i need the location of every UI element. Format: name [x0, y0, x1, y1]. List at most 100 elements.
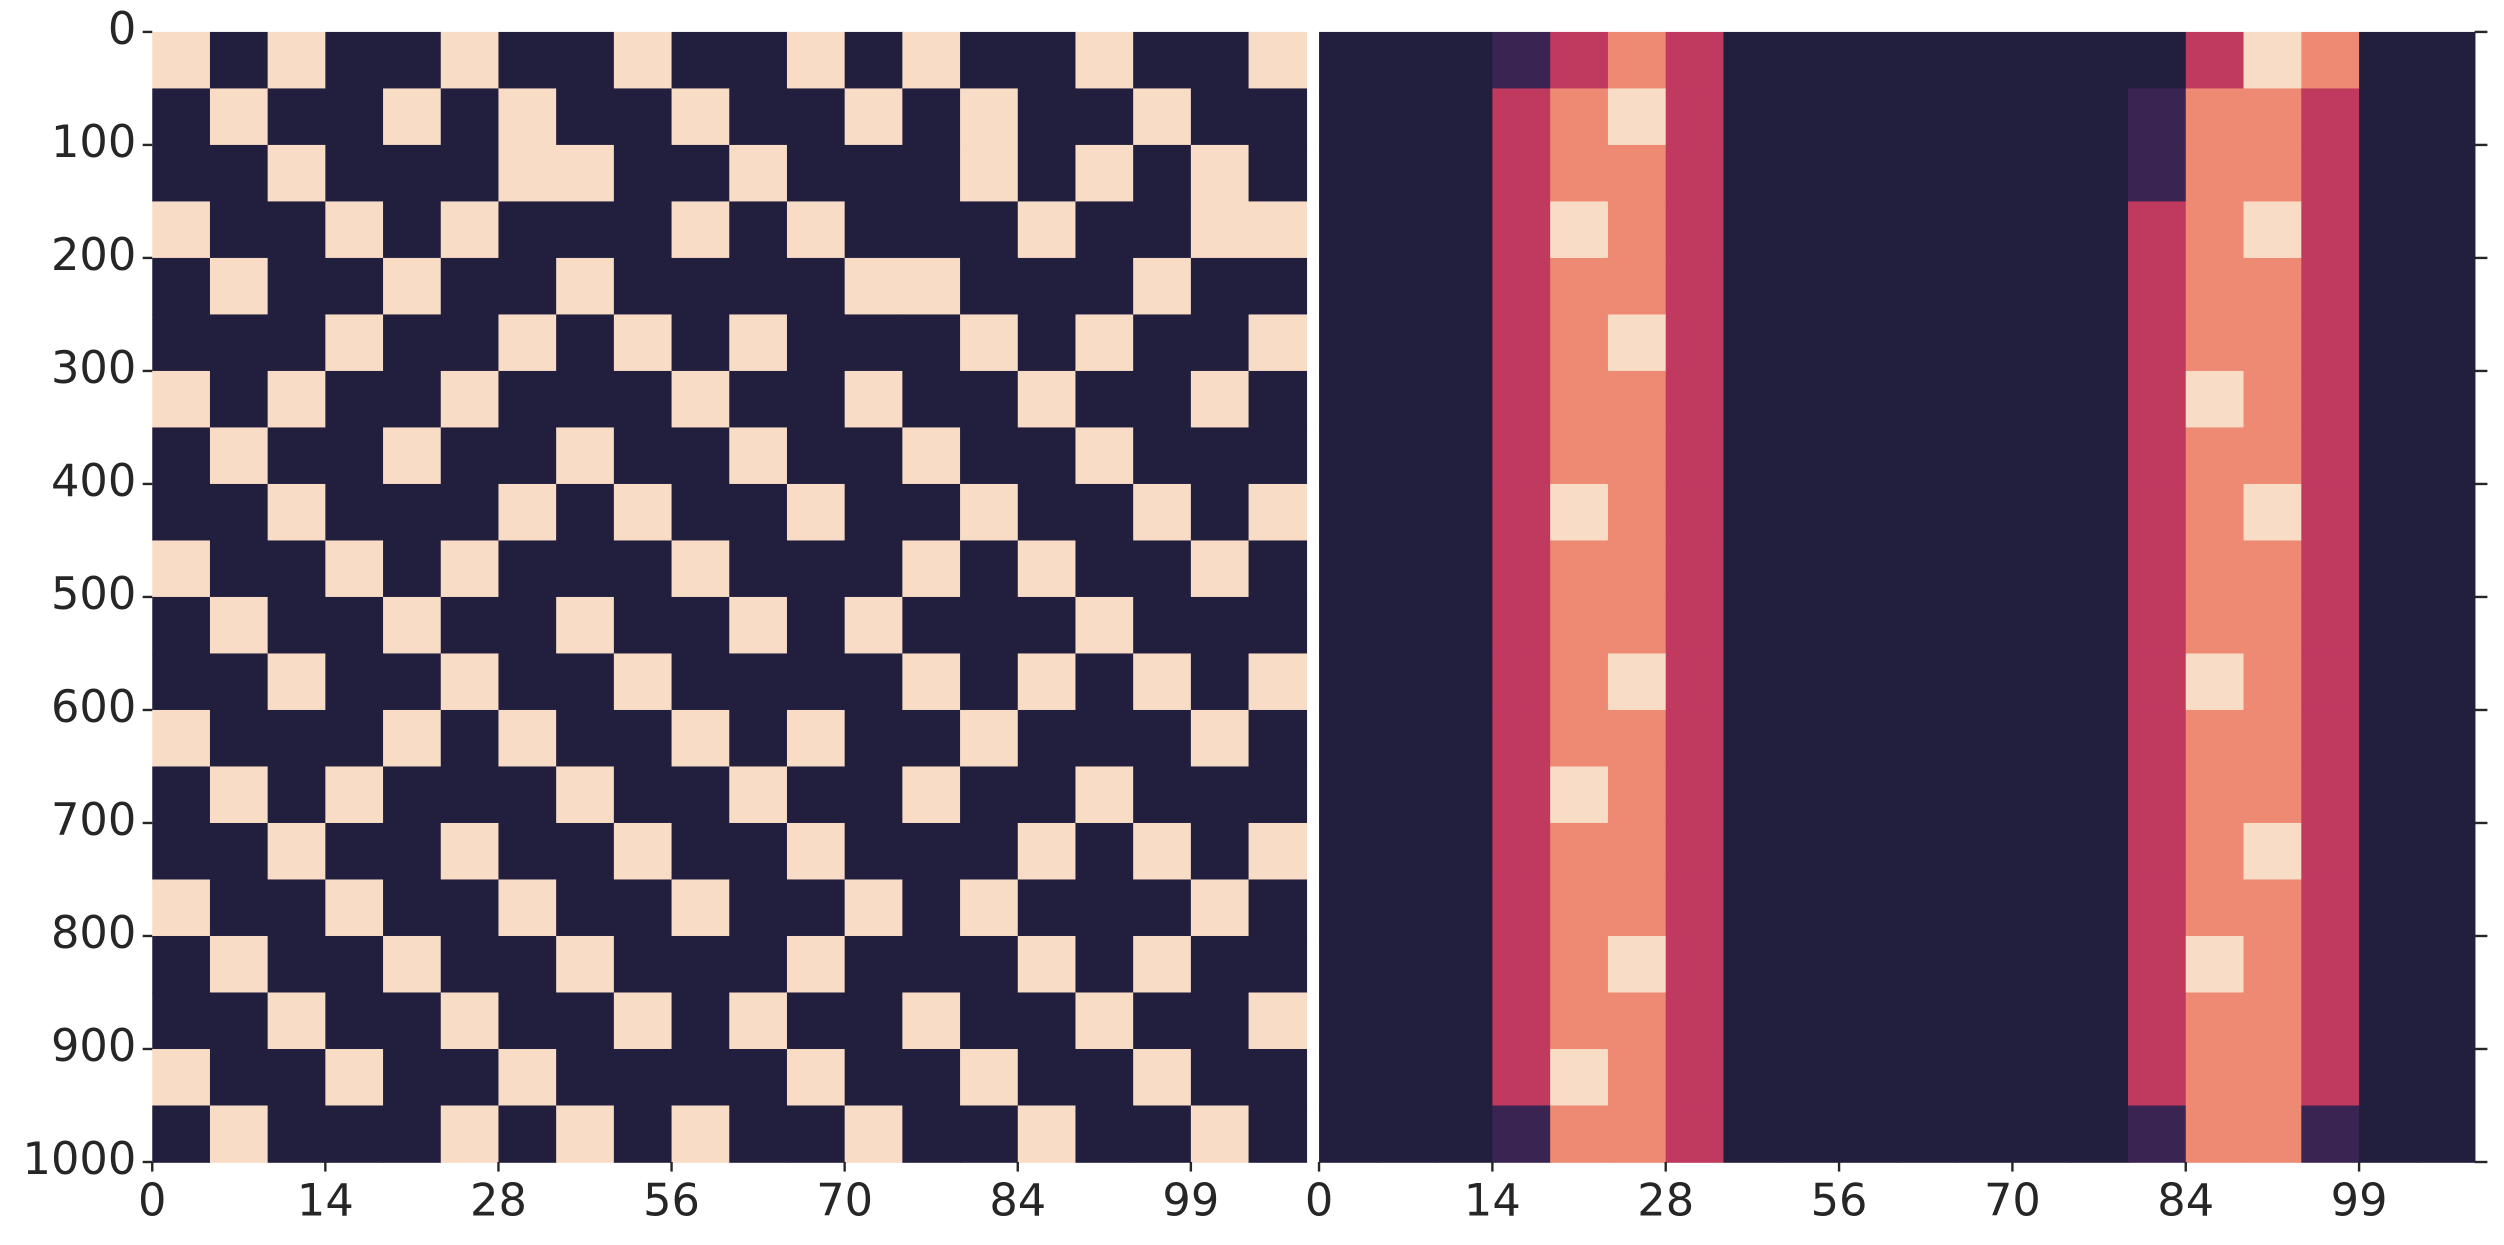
- heatmap-cell: [152, 879, 211, 937]
- heatmap-cell: [1017, 314, 1077, 372]
- heatmap-cell: [440, 257, 500, 316]
- heatmap-cell: [267, 596, 327, 655]
- heatmap-cell: [1248, 935, 1308, 994]
- heatmap-cell: [1017, 257, 1077, 316]
- heatmap-cell: [1319, 88, 1378, 146]
- heatmap-cell: [1896, 31, 1956, 90]
- heatmap-cell: [2301, 653, 2360, 711]
- heatmap-cell: [1550, 144, 1609, 203]
- heatmap-cell: [613, 257, 673, 316]
- heatmap-cell: [786, 427, 846, 485]
- y-tick-label: 800: [51, 907, 136, 959]
- heatmap-cell: [1434, 879, 1494, 937]
- heatmap-cell: [2127, 31, 2187, 90]
- heatmap-cell: [960, 653, 1019, 711]
- heatmap-cell: [2416, 427, 2476, 485]
- heatmap-cell: [1665, 1105, 1725, 1163]
- heatmap-cell: [1723, 1105, 1783, 1163]
- heatmap-cell: [1075, 992, 1134, 1050]
- heatmap-cell: [1319, 314, 1378, 372]
- heatmap-cell: [729, 1048, 788, 1107]
- heatmap-cell: [1492, 1048, 1551, 1107]
- heatmap-cell: [1376, 483, 1436, 542]
- heatmap-cell: [383, 766, 442, 824]
- heatmap-cell: [960, 257, 1019, 316]
- heatmap-cell: [1781, 653, 1840, 711]
- heatmap-cell: [1665, 596, 1725, 655]
- heatmap-cell: [2301, 88, 2360, 146]
- heatmap-cell: [152, 935, 211, 994]
- heatmap-cell: [960, 822, 1019, 881]
- heatmap-cell: [1723, 31, 1783, 90]
- heatmap-cell: [1492, 314, 1551, 372]
- heatmap-cell: [1017, 653, 1077, 711]
- heatmap-cell: [1319, 822, 1378, 881]
- heatmap-cell: [786, 766, 846, 824]
- heatmap-cell: [1133, 653, 1192, 711]
- heatmap-cell: [1017, 540, 1077, 598]
- heatmap-cell: [1896, 1105, 1956, 1163]
- heatmap-cell: [1723, 88, 1783, 146]
- x-tick-label: 99: [2331, 1175, 2388, 1227]
- heatmap-cell: [325, 88, 384, 146]
- heatmap-cell: [1550, 766, 1609, 824]
- heatmap-cell: [1723, 709, 1783, 768]
- heatmap-cell: [613, 483, 673, 542]
- heatmap-cell: [2070, 766, 2129, 824]
- heatmap-cell: [1017, 709, 1077, 768]
- heatmap-cell: [671, 822, 731, 881]
- heatmap-cell: [1665, 766, 1725, 824]
- heatmap-cell: [1190, 370, 1250, 429]
- heatmap-cell: [1075, 314, 1134, 372]
- heatmap-cell: [383, 653, 442, 711]
- heatmap-cell: [1896, 540, 1956, 598]
- heatmap-cell: [2416, 540, 2476, 598]
- heatmap-cell: [2416, 257, 2476, 316]
- heatmap-cell: [440, 992, 500, 1050]
- heatmap-cell: [1133, 1105, 1192, 1163]
- heatmap-cell: [1550, 483, 1609, 542]
- heatmap-cell: [1550, 992, 1609, 1050]
- heatmap-cell: [1248, 766, 1308, 824]
- heatmap-cell: [1075, 1105, 1134, 1163]
- heatmap-cell: [498, 1105, 557, 1163]
- heatmap-cell: [1954, 709, 2014, 768]
- heatmap-cell: [1376, 596, 1436, 655]
- heatmap-cell: [440, 1048, 500, 1107]
- heatmap-cell: [556, 935, 615, 994]
- heatmap-cell: [786, 935, 846, 994]
- heatmap-cell: [1017, 144, 1077, 203]
- heatmap-cell: [1190, 1048, 1250, 1107]
- heatmap-cell: [556, 766, 615, 824]
- heatmap-cell: [1434, 709, 1494, 768]
- heatmap-cell: [1492, 709, 1551, 768]
- heatmap-cell: [671, 201, 731, 259]
- heatmap-cell: [1319, 709, 1378, 768]
- heatmap-cell: [2012, 653, 2071, 711]
- x-tick-label: 70: [816, 1175, 873, 1227]
- heatmap-cell: [2070, 709, 2129, 768]
- heatmap-cell: [2012, 1048, 2071, 1107]
- heatmap-cell: [729, 314, 788, 372]
- heatmap-cell: [844, 370, 904, 429]
- heatmap-cell: [2243, 1105, 2303, 1163]
- heatmap-cell: [556, 1048, 615, 1107]
- heatmap-cell: [2416, 596, 2476, 655]
- heatmap-cell: [2127, 540, 2187, 598]
- heatmap-cell: [844, 1105, 904, 1163]
- heatmap-cell: [902, 766, 961, 824]
- heatmap-cell: [613, 1048, 673, 1107]
- heatmap-cell: [1492, 935, 1551, 994]
- heatmap-cell: [209, 1048, 269, 1107]
- heatmap-cell: [671, 31, 731, 90]
- heatmap-cell: [1723, 1048, 1783, 1107]
- heatmap-cell: [1781, 370, 1840, 429]
- heatmap-cell: [1434, 31, 1494, 90]
- heatmap-cell: [498, 596, 557, 655]
- heatmap-cell: [209, 1105, 269, 1163]
- heatmap-cell: [1781, 1048, 1840, 1107]
- heatmap-cell: [2416, 766, 2476, 824]
- heatmap-cell: [152, 144, 211, 203]
- heatmap-cell: [2012, 1105, 2071, 1163]
- heatmap-cell: [1376, 1048, 1436, 1107]
